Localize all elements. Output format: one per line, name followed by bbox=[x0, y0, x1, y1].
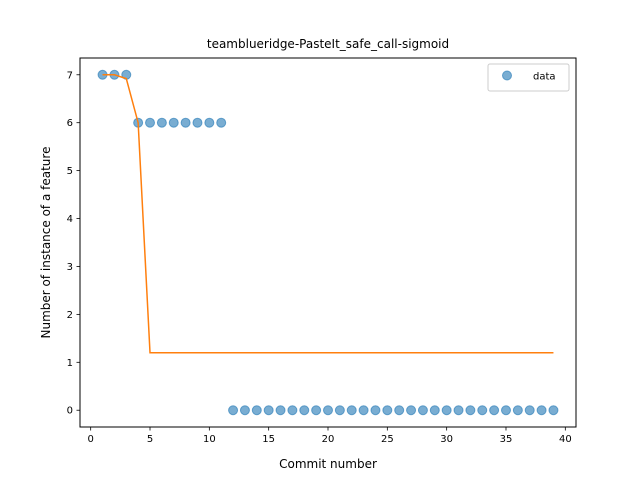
data-point bbox=[311, 405, 322, 416]
data-point bbox=[263, 405, 274, 416]
data-point bbox=[465, 405, 476, 416]
data-point bbox=[370, 405, 381, 416]
x-axis-label: Commit number bbox=[279, 457, 377, 471]
data-point bbox=[334, 405, 345, 416]
x-tick-label: 0 bbox=[87, 434, 93, 445]
y-tick-label: 6 bbox=[67, 118, 73, 129]
x-tick-label: 35 bbox=[500, 434, 513, 445]
data-point bbox=[239, 405, 250, 416]
data-point bbox=[275, 405, 286, 416]
y-tick-label: 3 bbox=[67, 262, 73, 273]
data-point bbox=[204, 117, 215, 128]
data-point bbox=[429, 405, 440, 416]
data-point bbox=[382, 405, 393, 416]
data-point bbox=[346, 405, 357, 416]
y-tick-label: 1 bbox=[67, 358, 73, 369]
data-point bbox=[323, 405, 333, 416]
x-tick-label: 25 bbox=[381, 434, 394, 445]
plot-content bbox=[97, 69, 559, 416]
data-point bbox=[489, 405, 500, 416]
data-point bbox=[536, 405, 547, 416]
x-tick-label: 20 bbox=[322, 434, 335, 445]
data-point bbox=[192, 117, 203, 128]
data-point bbox=[477, 405, 488, 416]
x-tick-label: 30 bbox=[440, 434, 453, 445]
y-tick-label: 2 bbox=[67, 310, 73, 321]
data-point bbox=[168, 117, 179, 128]
x-tick-label: 40 bbox=[559, 434, 572, 445]
x-tick-label: 10 bbox=[203, 434, 216, 445]
y-tick-label: 7 bbox=[67, 70, 73, 81]
x-axis-ticks: 0 5 10 15 20 25 30 35 40 bbox=[87, 427, 572, 445]
data-point bbox=[156, 117, 167, 128]
data-point bbox=[216, 117, 227, 128]
x-tick-label: 15 bbox=[262, 434, 275, 445]
data-point bbox=[524, 405, 535, 416]
legend-box bbox=[487, 63, 570, 92]
legend-marker-data bbox=[502, 70, 512, 81]
data-point bbox=[512, 405, 523, 416]
data-point bbox=[453, 405, 464, 416]
y-axis-ticks: 0 1 2 3 4 5 6 7 bbox=[67, 70, 80, 417]
data-point bbox=[417, 405, 428, 416]
data-point bbox=[145, 117, 156, 128]
y-tick-label: 5 bbox=[67, 166, 73, 177]
data-point bbox=[358, 405, 369, 416]
data-point bbox=[500, 405, 511, 416]
y-axis-label: Number of instance of a feature bbox=[39, 147, 53, 339]
legend-label-data: data bbox=[533, 72, 556, 83]
x-tick-label: 5 bbox=[147, 434, 153, 445]
data-point bbox=[251, 405, 262, 416]
data-point bbox=[180, 117, 191, 128]
data-point bbox=[299, 405, 310, 416]
data-point bbox=[228, 405, 239, 416]
data-point bbox=[548, 405, 559, 416]
y-tick-label: 0 bbox=[67, 406, 73, 417]
fit-line bbox=[102, 74, 554, 354]
chart-title: teamblueridge-PasteIt_safe_call-sigmoid bbox=[207, 37, 449, 51]
data-point bbox=[287, 405, 298, 416]
data-point bbox=[441, 405, 452, 416]
y-tick-label: 4 bbox=[67, 214, 73, 225]
data-point bbox=[406, 405, 417, 416]
data-point bbox=[394, 405, 405, 416]
legend: data bbox=[487, 63, 570, 92]
axes-frame bbox=[79, 57, 577, 428]
